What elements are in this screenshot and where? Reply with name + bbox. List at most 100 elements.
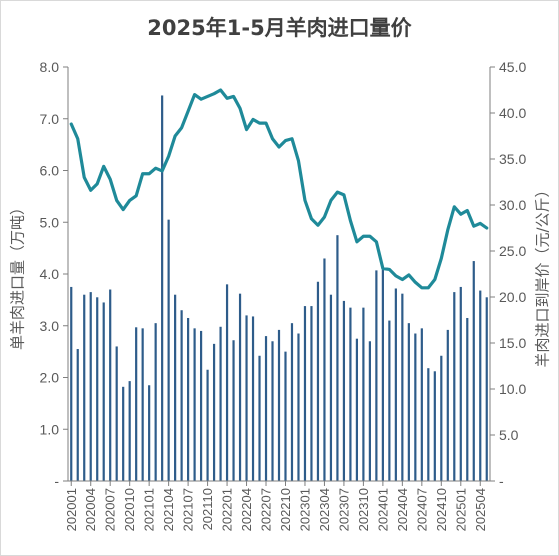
left-tick-label: 8.0 xyxy=(40,59,60,75)
bar-202109 xyxy=(199,330,203,481)
bar-202405 xyxy=(407,323,410,481)
left-tick-label: 3.0 xyxy=(40,318,60,334)
axes: - 1.0 2.0 3.0 4.0 5.0 6.0 7.0 8.0 - 5.0 10.0 15.0 20.… xyxy=(40,59,527,531)
bar-202308 xyxy=(349,307,352,481)
price-point-202307 xyxy=(343,194,345,196)
right-tick-label: 45.0 xyxy=(499,59,526,75)
price-point-202010 xyxy=(129,199,131,201)
price-point-202109 xyxy=(200,98,202,100)
bar-202110 xyxy=(206,369,209,481)
x-tick-label: 202004 xyxy=(83,488,98,531)
bar-202206 xyxy=(258,355,261,481)
price-point-202202 xyxy=(232,95,235,98)
left-tick-label: 5.0 xyxy=(40,214,60,230)
x-tick-label: 202107 xyxy=(181,488,196,531)
bar-202012 xyxy=(141,328,144,481)
bar-202408 xyxy=(427,368,430,481)
bar-202010 xyxy=(128,381,131,481)
price-point-202504 xyxy=(479,222,481,224)
right-tick-label: 20.0 xyxy=(499,289,526,305)
price-point-202205 xyxy=(252,118,254,121)
price-point-202302 xyxy=(310,218,313,220)
x-tick-label: 202310 xyxy=(356,488,371,531)
x-tick-label: 202407 xyxy=(414,488,429,531)
bar-202106 xyxy=(180,310,183,481)
price-point-202108 xyxy=(194,94,196,96)
bar-202503 xyxy=(472,261,475,481)
line-series-price xyxy=(69,88,489,290)
bar-202309 xyxy=(355,338,359,481)
price-point-202209 xyxy=(278,146,280,148)
bar-202303 xyxy=(316,281,320,481)
price-point-202011 xyxy=(135,195,137,197)
bar-202306 xyxy=(336,235,339,481)
price-point-202301 xyxy=(304,199,306,201)
right-tick-label: 35.0 xyxy=(499,151,526,167)
price-point-202007 xyxy=(109,178,111,180)
price-point-202101 xyxy=(148,173,150,175)
bar-202305 xyxy=(329,294,333,481)
price-point-202211 xyxy=(291,138,293,140)
bar-202412 xyxy=(453,292,456,481)
bar-202205 xyxy=(251,316,255,481)
right-tick-label: 25.0 xyxy=(499,243,526,259)
chart-title: 2025年1-5月羊肉进口量价 xyxy=(147,16,412,40)
price-point-202308 xyxy=(349,220,352,222)
price-point-202110 xyxy=(206,95,209,98)
price-point-202402 xyxy=(388,268,390,270)
price-point-202401 xyxy=(382,267,384,270)
x-tick-label: 202301 xyxy=(297,488,312,531)
price-point-202012 xyxy=(142,173,144,175)
x-tick-label: 202204 xyxy=(239,488,254,531)
right-tick-label: 15.0 xyxy=(499,335,526,351)
bar-202407 xyxy=(420,328,423,481)
bar-202104 xyxy=(167,219,170,481)
price-point-202408 xyxy=(427,287,429,289)
price-point-202406 xyxy=(414,281,416,283)
x-tick-label: 202404 xyxy=(395,488,410,531)
x-tick-label: 202110 xyxy=(200,488,215,530)
bar-202001 xyxy=(70,286,73,481)
bar-202111 xyxy=(212,343,216,481)
bar-202411 xyxy=(446,329,449,481)
bar-202403 xyxy=(394,288,397,481)
bar-202002 xyxy=(76,349,79,481)
right-tick-label: 10.0 xyxy=(499,381,526,397)
price-point-202403 xyxy=(395,275,397,277)
price-point-202104 xyxy=(168,155,170,157)
x-tick-label: 202007 xyxy=(103,488,118,531)
price-point-202204 xyxy=(245,128,248,131)
bar-202307 xyxy=(342,300,346,481)
right-tick-label: 30.0 xyxy=(499,197,526,213)
bar-202212 xyxy=(297,333,300,481)
bar-202006 xyxy=(102,302,105,481)
bar-202501 xyxy=(459,286,462,481)
price-point-202304 xyxy=(323,216,326,218)
bar-202201 xyxy=(225,284,229,481)
price-point-202502 xyxy=(466,209,468,212)
bar-202207 xyxy=(264,336,268,481)
bar-202404 xyxy=(401,293,404,481)
price-point-202305 xyxy=(330,199,332,201)
bar-202209 xyxy=(277,329,281,481)
price-point-202306 xyxy=(336,191,339,193)
bar-202004 xyxy=(89,292,92,481)
price-point-202105 xyxy=(174,135,176,137)
bar-202203 xyxy=(238,293,242,481)
price-point-202107 xyxy=(187,110,189,112)
left-tick-label: 2.0 xyxy=(40,370,60,386)
price-point-202003 xyxy=(83,176,85,178)
x-tick-label: 202307 xyxy=(336,488,351,531)
bar-202410 xyxy=(440,355,443,481)
price-point-202405 xyxy=(408,274,410,276)
bar-202502 xyxy=(466,317,469,481)
bar-202103 xyxy=(161,95,164,482)
bar-202102 xyxy=(154,323,157,481)
bar-202402 xyxy=(388,320,391,481)
bar-202202 xyxy=(232,340,235,481)
bar-202409 xyxy=(433,371,436,481)
x-tick-label: 202401 xyxy=(375,488,390,531)
price-point-202303 xyxy=(317,224,319,226)
price-point-202207 xyxy=(265,122,267,124)
right-tick-label: 40.0 xyxy=(499,105,526,121)
